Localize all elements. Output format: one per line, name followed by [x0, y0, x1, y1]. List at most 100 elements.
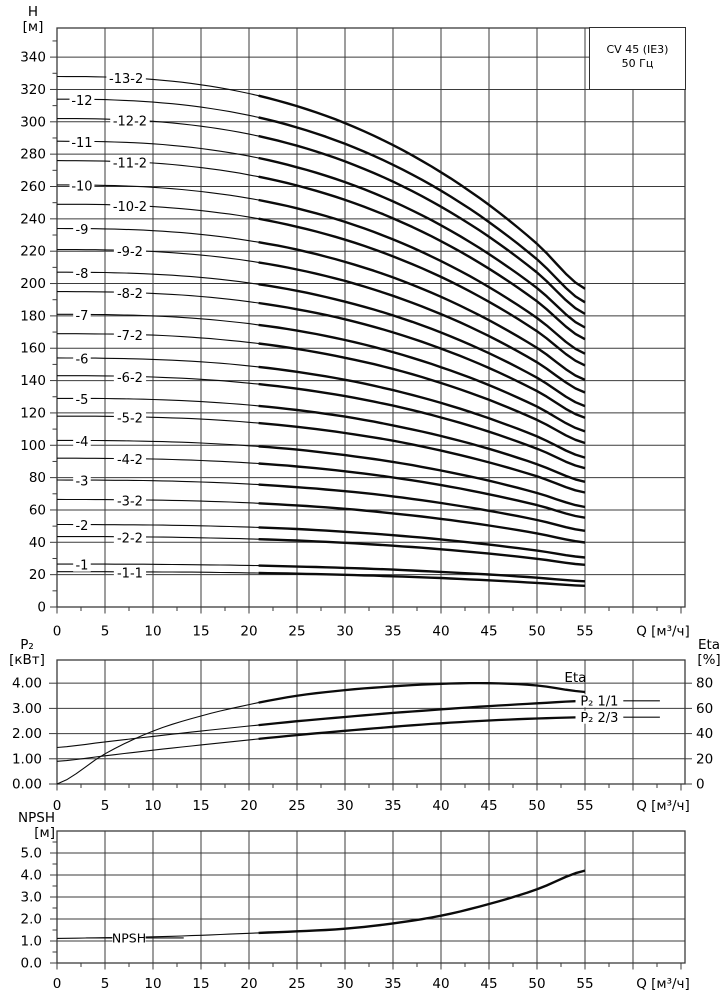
curve-label-bg	[113, 531, 147, 545]
x-tick-label: 5	[101, 976, 110, 992]
x-tick-label: 0	[53, 798, 62, 814]
y-axis-ticks	[50, 40, 57, 608]
plot-frame	[56, 659, 686, 785]
x-tick-label: 15	[192, 976, 209, 992]
eta-tick-label: 40	[696, 726, 713, 742]
h-q-chart: 0 5 10 15 20 25 30 35 40 45 50 55 Q [м³/ч] 0 20 40 60 80 1…	[20, 27, 690, 640]
x-tick-label: 25	[288, 624, 305, 640]
x-tick-label: 10	[144, 976, 161, 992]
curve-label-bg	[575, 694, 624, 708]
curve-label--10-2: -10-2	[113, 200, 147, 215]
curve-label--11-2: -11-2	[113, 157, 147, 172]
x-tick-label: 40	[432, 976, 449, 992]
x-axis-ticks	[56, 607, 682, 614]
curve-NPSH	[56, 870, 586, 939]
curve-thick--8	[258, 283, 586, 408]
x-tick-label: 55	[576, 798, 593, 814]
curve-label-bg	[106, 72, 146, 86]
x-axis-labels: 0 5 10 15 20 25 30 35 40 45 50 55 Q [м³/ч]	[53, 798, 690, 814]
curve-thick--3	[258, 483, 586, 532]
x-tick-label: 35	[384, 976, 401, 992]
x-axis-labels: 0 5 10 15 20 25 30 35 40 45 50 55 Q [м³/ч]	[53, 976, 690, 992]
x-tick-label: 55	[576, 976, 593, 992]
x-tick-label: 45	[480, 976, 497, 992]
y-tick-label: 40	[29, 535, 46, 551]
curve-labels: NPSH	[85, 930, 184, 945]
y-tick-label: 260	[20, 179, 46, 195]
curve-label-bg	[69, 93, 95, 107]
npsh-tick-label: 3.0	[21, 890, 42, 906]
curve-label--9: -9	[75, 223, 88, 238]
x-tick-label: 10	[144, 798, 161, 814]
x-axis-unit-label: Q [м³/ч]	[636, 976, 690, 992]
curve-thick--7	[258, 323, 586, 433]
curve-label--12: -12	[71, 94, 92, 109]
y-tick-label: 200	[20, 276, 46, 292]
x-tick-label: 5	[101, 798, 110, 814]
curve-label-bg	[73, 392, 91, 406]
x-tick-label: 20	[240, 624, 257, 640]
x-tick-label: 35	[384, 798, 401, 814]
curve-labels: -13-2 -12 -12-2 -11 -11-2 -10 -10-2 -9 -9-2 -8 -8-…	[69, 72, 150, 581]
curve-label--10: -10	[71, 180, 92, 195]
x-tick-label: 0	[53, 976, 62, 992]
eta-axis-header: Eta [%]	[692, 638, 726, 668]
curve-label--7-2: -7-2	[117, 329, 143, 344]
x-axis-unit-label: Q [м³/ч]	[636, 624, 690, 640]
curve-label-bg	[113, 566, 147, 580]
y-axis-labels: 0.00 1.00 2.00 3.00 4.00 0 20 40 60 80	[12, 676, 713, 793]
y-tick-label: 240	[20, 211, 46, 227]
curve-thick--10	[258, 198, 586, 355]
curve-label-NPSH: NPSH	[112, 930, 146, 945]
curve-label--8-2: -8-2	[117, 287, 143, 302]
x-tick-label: 20	[240, 976, 257, 992]
curve--12-2	[57, 118, 586, 315]
x-tick-label: 45	[480, 624, 497, 640]
curve-label--6: -6	[75, 353, 88, 368]
curve-label--3: -3	[75, 475, 88, 490]
curve-label: Eta	[564, 670, 586, 686]
p2-tick-label: 0.00	[12, 777, 42, 793]
curve-label--7: -7	[75, 309, 88, 324]
y-tick-label: 340	[20, 50, 46, 66]
curve-label-bg	[73, 474, 91, 488]
curve-label-bg	[73, 558, 91, 572]
y-tick-label: 120	[20, 405, 46, 421]
curve-label--11: -11	[71, 136, 92, 151]
x-tick-label: 30	[336, 798, 353, 814]
curve-thick--8-2	[258, 301, 586, 419]
curve-thick-P₂ 1/1	[258, 699, 586, 727]
curve-label-bg	[73, 223, 91, 237]
plot-frame	[56, 27, 686, 608]
y-tick-label: 140	[20, 373, 46, 389]
x-axis-unit-label: Q [м³/ч]	[636, 798, 690, 814]
x-tick-label: 35	[384, 624, 401, 640]
curve-thick--2	[258, 526, 586, 559]
curve-label-bg	[113, 370, 147, 384]
npsh-axis-header: NPSH [м]	[2, 811, 55, 841]
curve-label-bg	[113, 287, 147, 301]
curve-thick--13-2	[258, 94, 586, 290]
y-axis-labels: 0.0 1.0 2.0 3.0 4.0 5.0	[21, 846, 42, 972]
curve-label--2-2: -2-2	[117, 531, 143, 546]
pump-frequency: 50 Гц	[621, 56, 654, 70]
p2-axis-header: P₂ [кВт]	[4, 638, 50, 668]
curve-label--5: -5	[75, 393, 88, 408]
curve-label--4: -4	[75, 435, 88, 450]
curve-label-bg	[575, 710, 624, 724]
x-axis-labels: 0 5 10 15 20 25 30 35 40 45 50 55 Q [м³/ч]	[53, 624, 690, 640]
curve-label--13-2: -13-2	[109, 72, 143, 87]
power-curves	[56, 681, 586, 785]
y-axis-ticks	[49, 682, 692, 785]
y-tick-label: 20	[29, 567, 46, 583]
curve-label-bg	[113, 245, 147, 259]
curve-label--6-2: -6-2	[117, 371, 143, 386]
curve-thick--1-1	[258, 571, 586, 587]
x-tick-label: 45	[480, 798, 497, 814]
grid	[57, 660, 685, 784]
x-tick-label: 15	[192, 798, 209, 814]
y-tick-label: 100	[20, 438, 46, 454]
x-tick-label: 40	[432, 798, 449, 814]
